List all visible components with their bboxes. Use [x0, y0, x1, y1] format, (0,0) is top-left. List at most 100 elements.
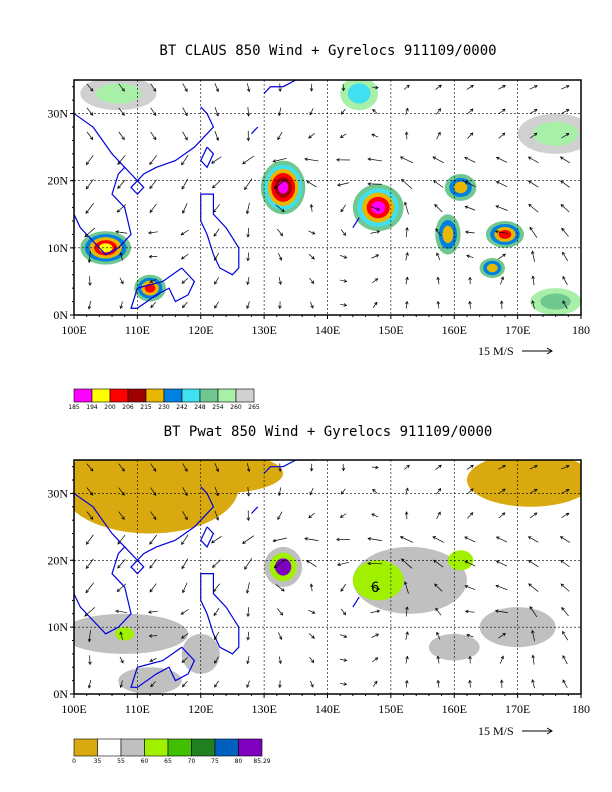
colorbar-swatch: [217, 388, 237, 403]
colorbar-swatch: [145, 388, 165, 403]
lon-tick-label: 110E: [125, 702, 150, 716]
wind-vector: [214, 277, 219, 285]
colorbar-swatch: [238, 738, 263, 757]
wind-vector-head: [89, 136, 94, 141]
wind-vector-head: [87, 638, 92, 643]
wind-vector-head: [560, 559, 564, 564]
coastline-segment: [124, 486, 215, 562]
wind-vector-head: [565, 489, 570, 493]
wind-vector-head: [85, 185, 90, 190]
wind-vector-head: [149, 565, 153, 569]
wind-vector-head: [278, 660, 282, 665]
wind-vector: [466, 108, 474, 115]
wind-vector-head: [277, 136, 281, 141]
wind-vector: [182, 203, 188, 214]
wind-vector: [149, 558, 157, 569]
wind-vector: [182, 463, 188, 472]
wind-vector-head: [85, 589, 89, 594]
wind-vector: [529, 512, 538, 519]
wind-vector-head: [246, 660, 250, 665]
wind-vector-head: [565, 85, 570, 89]
wind-vector-head: [528, 203, 532, 208]
wind-vector-head: [466, 633, 470, 638]
wind-vector-head: [374, 680, 378, 685]
wind-vector: [278, 107, 282, 116]
wind-vector-head: [246, 636, 250, 641]
wind-vector: [405, 252, 409, 261]
wind-vector: [150, 681, 156, 687]
wind-vector-head: [149, 279, 154, 283]
wind-vector: [247, 227, 249, 237]
colorbar-label: 185: [68, 404, 80, 411]
wind-vector: [310, 301, 314, 309]
wind-vector: [214, 107, 219, 117]
shade-patch: [156, 460, 284, 494]
wind-vector-head: [245, 210, 250, 215]
wind-vector: [496, 536, 508, 543]
wind-vector: [150, 131, 157, 140]
wind-vector: [213, 607, 220, 616]
wind-vector: [310, 204, 313, 212]
wind-vector-head: [399, 156, 404, 160]
wind-vector: [247, 252, 250, 261]
wind-vector-head: [343, 279, 348, 283]
wind-vector: [560, 180, 570, 188]
wind-vector-head: [279, 612, 284, 616]
wind-vector-head: [343, 634, 348, 638]
wind-vector-head: [119, 631, 123, 636]
wind-vector-head: [468, 679, 472, 684]
wind-vector: [464, 536, 476, 543]
wind-vector-head: [149, 588, 153, 593]
wind-vector-head: [464, 560, 468, 564]
wind-vector: [118, 131, 125, 140]
wind-vector-head: [468, 300, 472, 305]
wind-vector-head: [181, 280, 186, 284]
wind-vector: [406, 680, 408, 688]
wind-vector-head: [464, 585, 469, 589]
colorbar-swatch: [109, 388, 129, 403]
lon-tick-label: 140E: [315, 702, 340, 716]
wind-vector: [464, 157, 476, 163]
wind-vector-head: [246, 305, 250, 310]
wind-vector: [337, 182, 350, 186]
wind-vector-head: [405, 276, 409, 281]
wind-vector-head: [310, 683, 314, 688]
wind-vector-head: [116, 209, 121, 213]
wind-vector-head: [184, 136, 188, 141]
colorbar-label: 60: [141, 758, 149, 765]
lat-tick-label: 10N: [47, 241, 68, 255]
wind-vector-head: [149, 209, 153, 213]
wind-vector-head: [502, 108, 506, 113]
wind-vector: [278, 487, 282, 496]
lon-tick-label: 130E: [251, 323, 276, 337]
wind-vector-head: [309, 491, 313, 496]
axis-ticks-bottom: 100E 110E 120E 130E 140E 150E 160E 170E 180 0N 10N…: [47, 466, 590, 716]
wind-vector-head: [150, 304, 154, 309]
wind-vector-head: [211, 540, 215, 544]
wind-vector-head: [181, 304, 186, 309]
wind-vector: [372, 302, 378, 308]
lon-tick-label: 130E: [251, 702, 276, 716]
wind-vector: [561, 607, 569, 617]
wind-vector-head: [495, 181, 500, 185]
wind-vector: [467, 132, 474, 139]
wind-vector-head: [149, 658, 154, 662]
wind-vector-head: [149, 161, 153, 166]
wind-vector: [467, 512, 474, 519]
coastline-segment: [251, 506, 259, 514]
wind-vector: [498, 633, 506, 639]
wind-vector: [308, 230, 315, 235]
wind-vector-head: [119, 684, 123, 689]
colorbar-label: 0: [72, 758, 76, 765]
wind-vector: [437, 656, 440, 664]
wind-vector-head: [304, 157, 308, 161]
wind-vector-head: [502, 465, 506, 469]
wind-vector-head: [469, 512, 474, 516]
wind-vector: [150, 83, 157, 92]
wind-vector-head: [273, 185, 278, 189]
shading-clip-group: [74, 460, 581, 694]
wind-vector: [117, 559, 126, 569]
wind-vector: [306, 180, 317, 188]
wind-vector: [406, 301, 408, 309]
wind-vector-head: [150, 683, 154, 688]
